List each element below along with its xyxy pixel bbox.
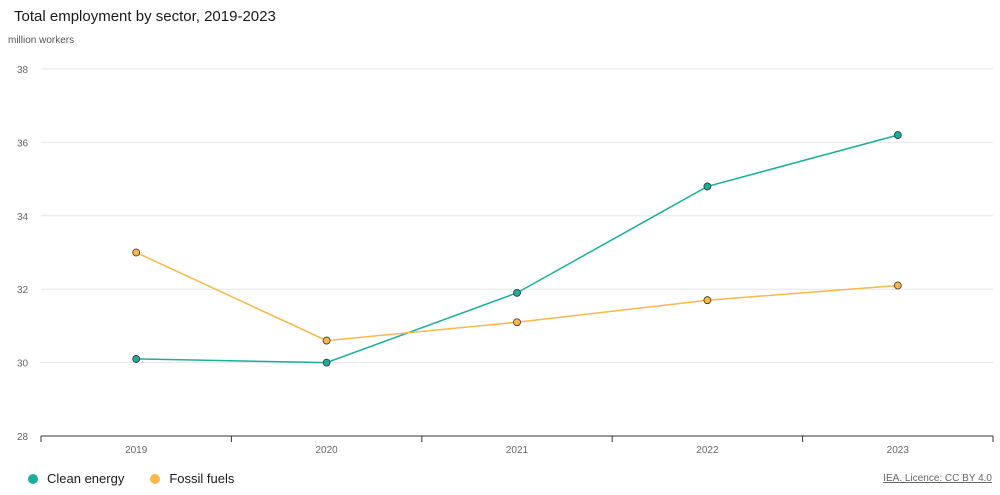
y-axis-unit-label: million workers (8, 35, 75, 46)
x-tick-label-2021: 2021 (506, 445, 529, 456)
data-point-clean-energy-2023 (893, 131, 902, 139)
x-tick-label-2019: 2019 (125, 445, 148, 456)
data-point-fossil-fuels-2020 (322, 336, 331, 345)
y-tick-label-38: 38 (17, 65, 29, 76)
source-licence-link[interactable]: IEA. Licence: CC BY 4.0 (883, 473, 992, 484)
legend-item-clean-energy[interactable]: Clean energy (28, 471, 124, 486)
x-tick-label-2022: 2022 (696, 445, 719, 456)
x-tick-label-2023: 2023 (887, 445, 910, 456)
clean-energy-legend-marker (28, 473, 38, 484)
data-point-clean-energy-2022 (703, 182, 712, 191)
y-tick-label-32: 32 (17, 285, 29, 296)
data-point-clean-energy-2019 (132, 355, 141, 363)
legend-label-fossil-fuels: Fossil fuels (169, 471, 235, 486)
legend-item-fossil-fuels[interactable]: Fossil fuels (150, 471, 234, 486)
legend: Clean energy Fossil fuels (28, 471, 234, 486)
legend-label-clean-energy: Clean energy (47, 471, 125, 486)
data-point-fossil-fuels-2021 (513, 318, 521, 327)
fossil-fuels-legend-marker (150, 473, 161, 484)
data-point-clean-energy-2020 (322, 358, 331, 367)
y-tick-label-34: 34 (17, 212, 29, 223)
data-point-fossil-fuels-2023 (893, 281, 902, 290)
y-tick-label-28: 28 (17, 432, 29, 443)
series-line-clean-energy (136, 134, 898, 364)
y-tick-label-36: 36 (17, 138, 29, 149)
chart-title: Total employment by sector, 2019-2023 (14, 8, 276, 25)
y-tick-label-30: 30 (17, 359, 29, 370)
data-point-clean-energy-2021 (513, 288, 521, 297)
data-point-fossil-fuels-2022 (703, 296, 712, 305)
data-point-fossil-fuels-2019 (132, 248, 141, 257)
x-tick-label-2020: 2020 (315, 445, 338, 456)
